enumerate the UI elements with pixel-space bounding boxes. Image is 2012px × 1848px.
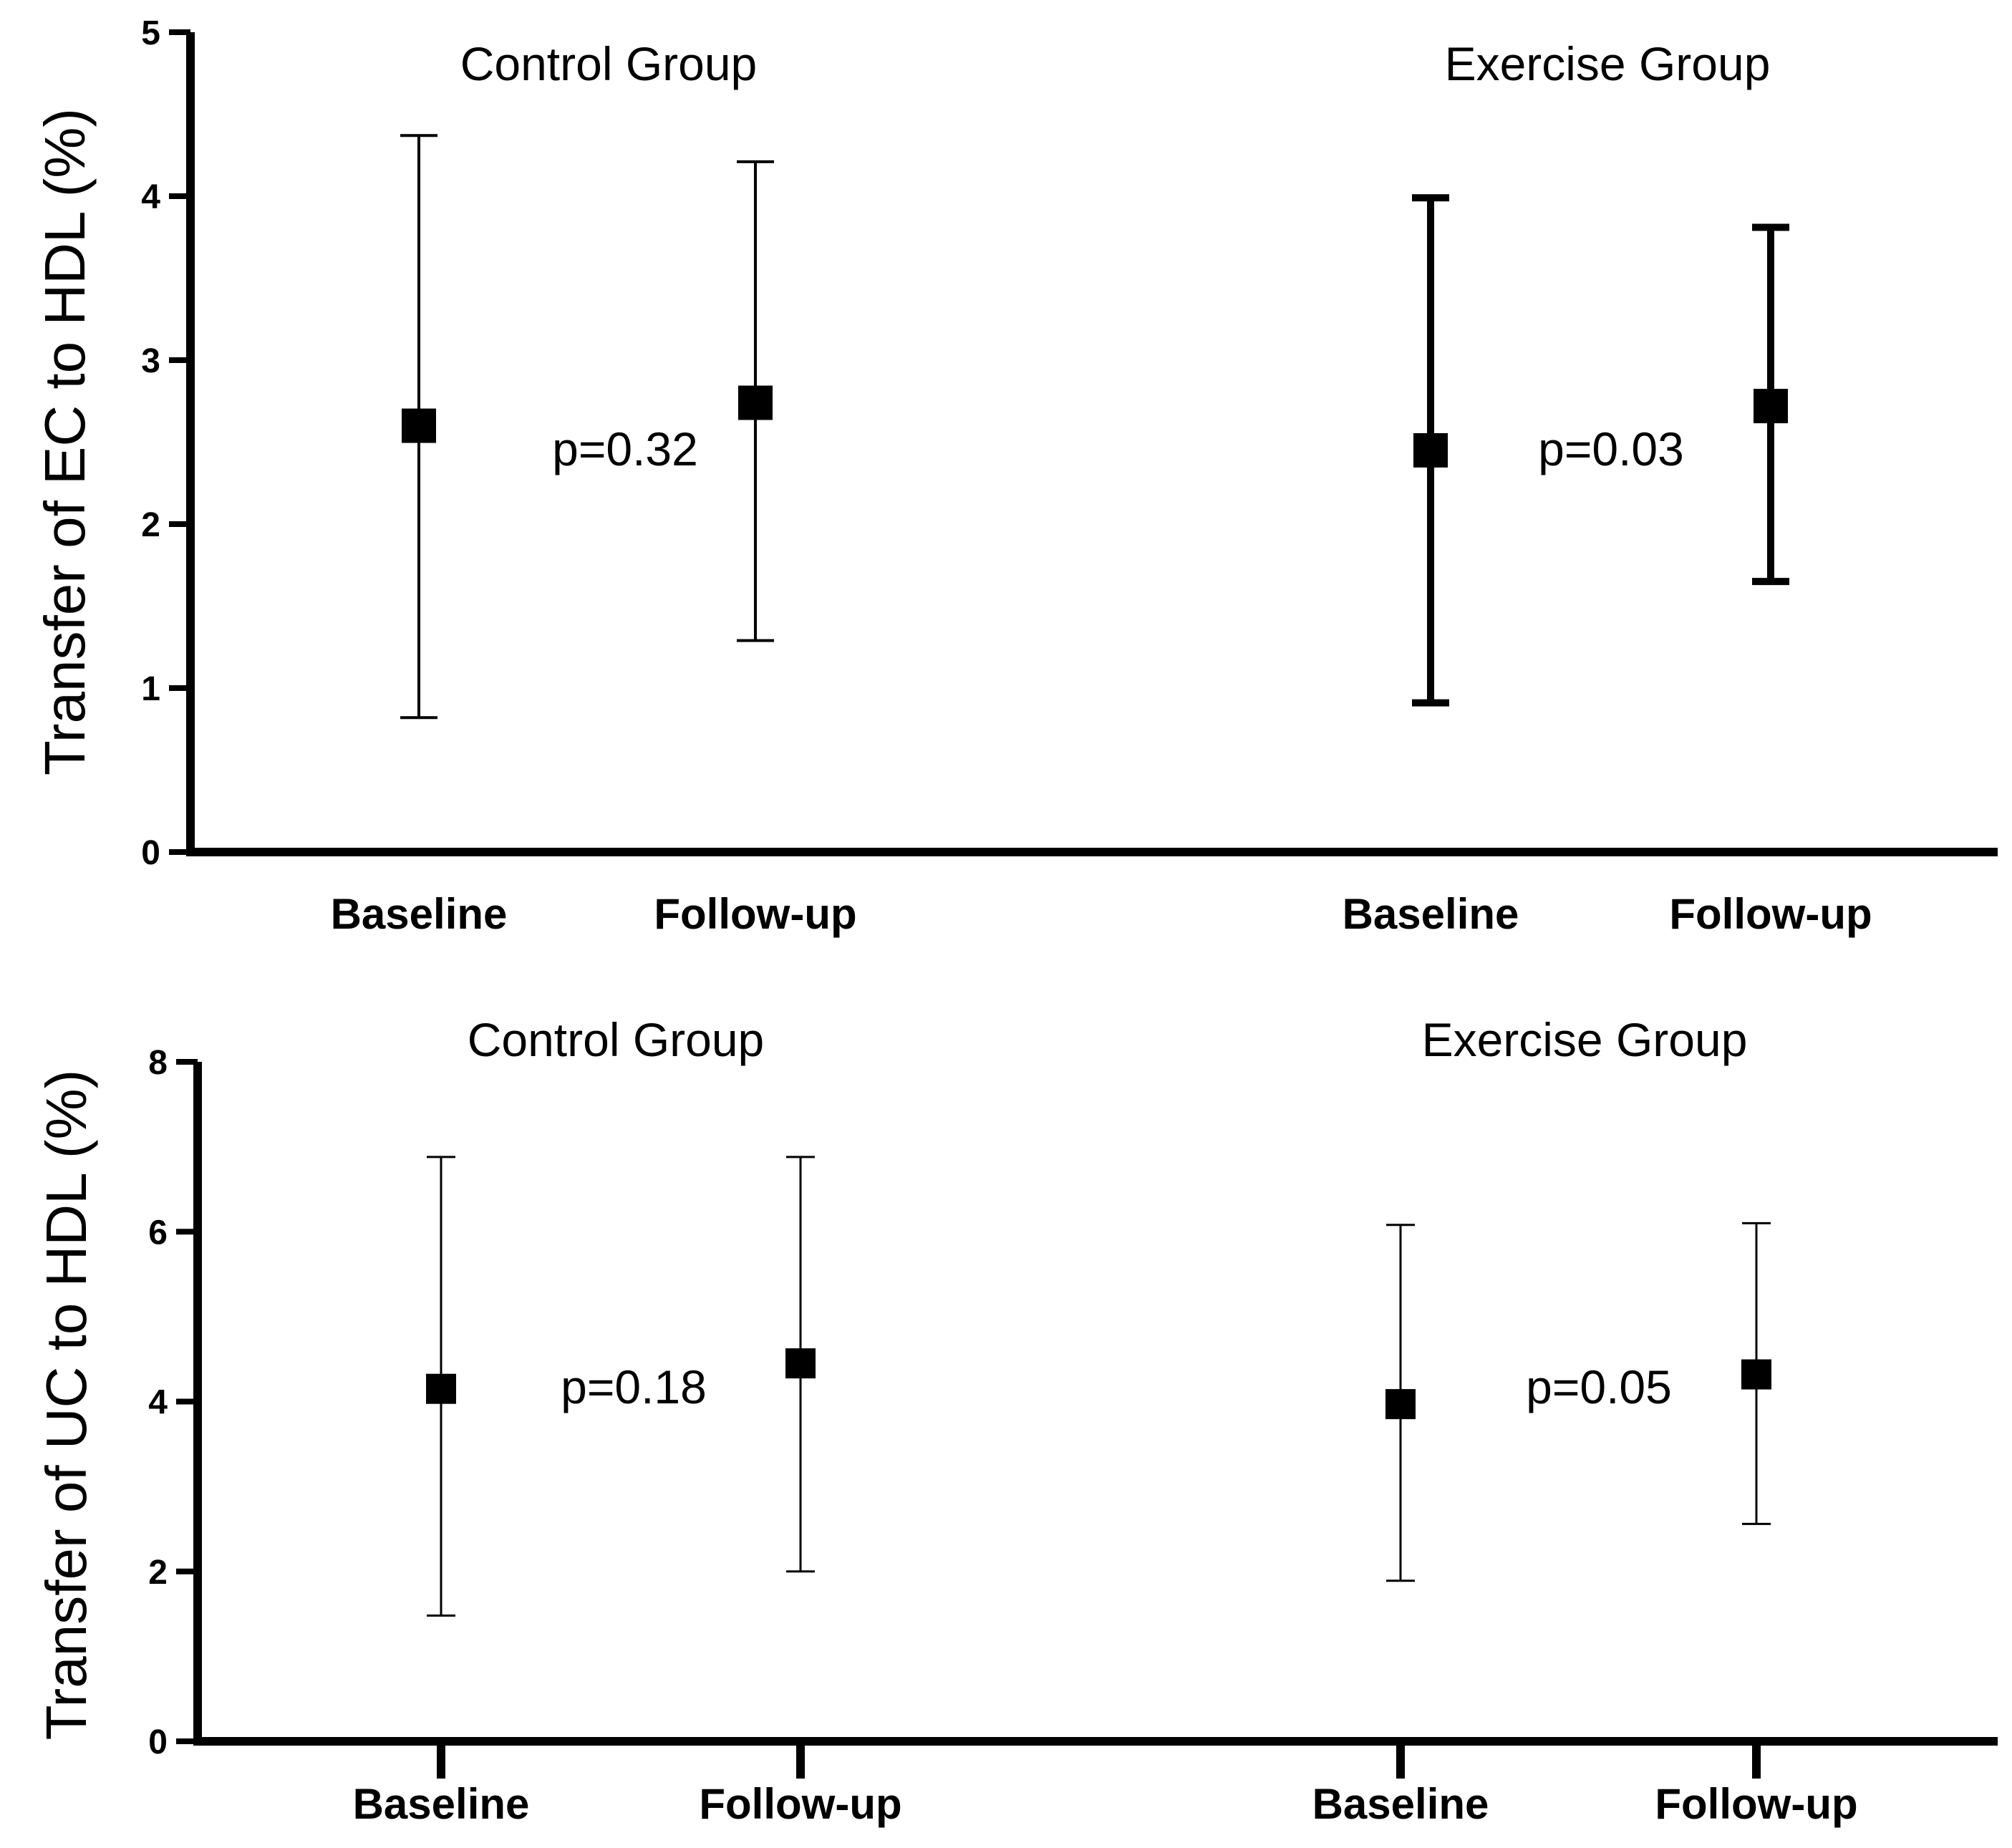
y-tick-label: 2 (148, 1554, 168, 1592)
y-axis-title: Transfer of UC to HDL (%) (34, 1070, 98, 1740)
y-tick-label: 5 (141, 14, 160, 52)
p-value-label: p=0.18 (561, 1360, 707, 1413)
group-title: Exercise Group (1422, 1013, 1748, 1066)
group-title: Control Group (468, 1013, 765, 1066)
x-category-label: Baseline (331, 890, 508, 938)
y-tick-label: 4 (148, 1384, 168, 1422)
y-tick-label: 1 (141, 670, 160, 708)
mean-marker (738, 385, 773, 420)
y-tick-label: 0 (141, 834, 160, 872)
p-value-label: p=0.03 (1538, 422, 1684, 475)
p-value-label: p=0.32 (552, 422, 698, 475)
x-category-label: Baseline (353, 1780, 530, 1828)
p-value-label: p=0.05 (1526, 1360, 1672, 1413)
y-tick-label: 0 (148, 1723, 168, 1761)
mean-marker (785, 1348, 816, 1379)
mean-marker (1754, 389, 1788, 424)
y-tick-label: 4 (141, 178, 160, 216)
mean-marker (1741, 1359, 1771, 1390)
mean-marker (402, 408, 436, 443)
mean-marker (1385, 1389, 1416, 1420)
x-category-label: Follow-up (1655, 1780, 1857, 1828)
y-tick-label: 3 (141, 342, 160, 380)
x-category-label: Follow-up (699, 1780, 901, 1828)
x-category-label: Follow-up (654, 890, 856, 938)
mean-marker (1413, 432, 1448, 468)
y-axis-title: Transfer of EC to HDL (%) (33, 108, 97, 775)
x-category-label: Follow-up (1669, 890, 1872, 938)
x-category-label: Baseline (1312, 1780, 1489, 1828)
x-category-label: Baseline (1343, 890, 1519, 938)
group-title: Control Group (460, 37, 758, 90)
mean-marker (426, 1373, 456, 1404)
group-title: Exercise Group (1445, 37, 1771, 90)
y-tick-label: 6 (148, 1214, 168, 1252)
y-tick-label: 8 (148, 1044, 168, 1082)
y-tick-label: 2 (141, 506, 160, 544)
